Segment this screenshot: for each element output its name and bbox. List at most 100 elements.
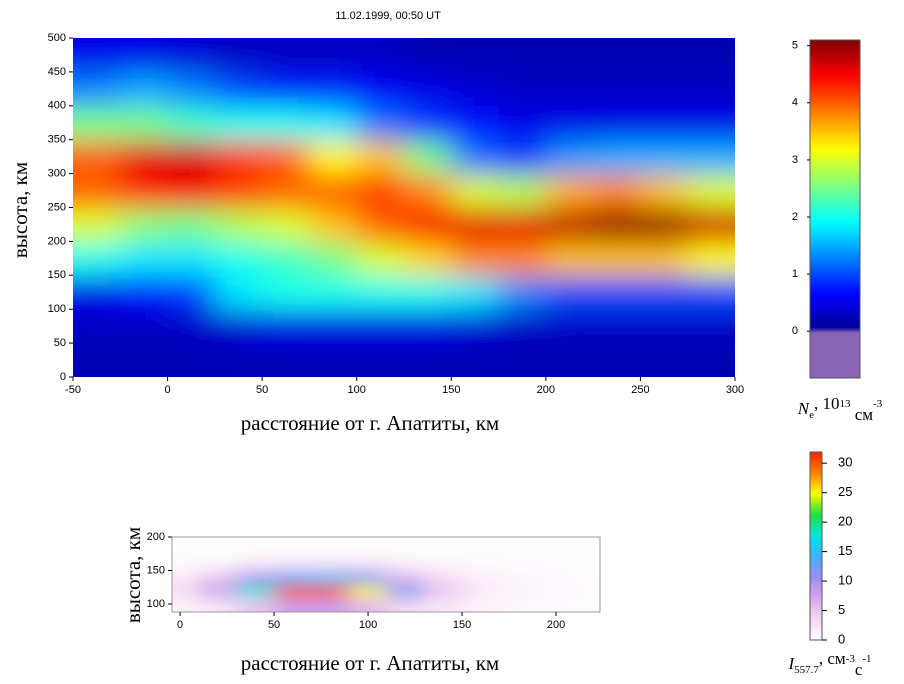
x-tick-label: 300	[726, 384, 744, 396]
heatmap-cell	[499, 557, 539, 572]
heatmap-cell	[198, 570, 238, 585]
heatmap-cell	[640, 241, 689, 277]
heatmap-cell	[262, 139, 311, 175]
heatmap-cell	[498, 38, 547, 73]
heatmap-cell	[167, 343, 216, 377]
heatmap-cell	[386, 557, 426, 572]
heatmap-cell	[404, 275, 453, 311]
heatmap-cell	[73, 241, 122, 277]
x-tick-label: 200	[537, 384, 555, 396]
y-tick-label: 200	[147, 531, 165, 543]
heatmap-cell	[172, 537, 200, 545]
heatmap-cell	[356, 139, 405, 175]
heatmap-cell	[120, 105, 169, 141]
x-tick-label: -50	[65, 384, 81, 396]
heatmap-cell	[386, 597, 426, 612]
heatmap-cell	[574, 557, 600, 572]
heatmap-cell	[120, 71, 169, 107]
heatmap-cell	[424, 597, 464, 612]
y-tick-label: 50	[54, 337, 66, 349]
heatmap-cell	[640, 343, 689, 377]
y-axis-label: высота, км	[121, 527, 145, 623]
heatmap-cell	[262, 207, 311, 243]
heatmap-cell	[309, 139, 358, 175]
heatmap-cell	[167, 207, 216, 243]
heatmap-cell	[424, 570, 464, 585]
colorbar	[809, 39, 861, 379]
heatmap-cell	[167, 71, 216, 107]
heatmap-cell	[687, 241, 735, 277]
heatmap-cell	[498, 275, 547, 311]
plot-frame	[171, 536, 601, 613]
colorbar-tick-label: 20	[838, 514, 852, 529]
heatmap-cell	[309, 38, 358, 73]
heatmap-cell	[687, 309, 735, 345]
heatmap-cell	[214, 207, 264, 243]
heatmap-cell	[274, 583, 313, 599]
heatmap-cell	[73, 343, 122, 377]
heatmap-cell	[574, 583, 600, 599]
heatmap-cell	[537, 557, 576, 572]
chart-title: 11.02.1999, 00:50 UT	[335, 10, 441, 22]
heatmap-cell	[167, 173, 216, 209]
heatmap-cell	[262, 105, 311, 141]
heatmap-cell	[687, 71, 735, 107]
heatmap-cell	[499, 583, 539, 599]
heatmap-cells	[172, 537, 600, 612]
heatmap-cell	[498, 207, 547, 243]
heatmap-cell	[236, 557, 276, 572]
heatmap-cell	[545, 139, 595, 175]
heatmap-cell	[498, 241, 547, 277]
x-tick-label: 0	[165, 384, 171, 396]
heatmap-cell	[349, 543, 388, 559]
heatmap-cell	[545, 241, 595, 277]
heatmap-cell	[274, 570, 313, 585]
heatmap-cell	[236, 583, 276, 599]
heatmap	[73, 38, 735, 377]
heatmap-cell	[309, 309, 358, 345]
colorbar-tick-label: 2	[792, 211, 798, 223]
y-axis-label: высота, км	[8, 162, 32, 258]
heatmap-cell	[545, 38, 595, 73]
heatmap-cell	[404, 309, 453, 345]
colorbar-label-part: , 10	[814, 394, 840, 413]
heatmap-cell	[687, 207, 735, 243]
heatmap-cell	[451, 173, 500, 209]
heatmap-cell	[73, 173, 122, 209]
heatmap-cell	[214, 139, 264, 175]
heatmap-cell	[214, 38, 264, 73]
heatmap-cell	[424, 537, 464, 545]
heatmap-cell	[309, 207, 358, 243]
heatmap-cell	[311, 537, 351, 545]
heatmap-cell	[499, 570, 539, 585]
x-tick-label: 100	[359, 619, 377, 631]
x-axis-label: расстояние от г. Апатиты, км	[241, 651, 499, 675]
x-tick-label: 200	[547, 619, 565, 631]
heatmap-cell	[274, 537, 313, 545]
heatmap-cell	[172, 557, 200, 572]
colorbar-tick-label: 0	[838, 631, 845, 646]
heatmap-cell	[349, 570, 388, 585]
heatmap-cell	[498, 309, 547, 345]
heatmap-cell	[451, 207, 500, 243]
colorbar-label: I557.7, см-3с-1	[787, 649, 871, 679]
colorbar-label-part: -1	[862, 653, 871, 665]
heatmap-cell	[167, 139, 216, 175]
y-tick-label: 400	[48, 100, 66, 112]
x-tick-label: 250	[631, 384, 649, 396]
heatmap-cell	[404, 207, 453, 243]
heatmap-cell	[198, 557, 238, 572]
heatmap-cell	[593, 38, 642, 73]
heatmap-cell	[73, 309, 122, 345]
colorbar-label: Ne, 1013 см-3	[797, 394, 883, 424]
heatmap-cell	[198, 543, 238, 559]
heatmap-cell	[73, 207, 122, 243]
colorbar-label-part: N	[797, 399, 811, 418]
heatmap-cell	[309, 241, 358, 277]
colorbar-tick-label: 4	[792, 97, 798, 109]
heatmap-cell	[349, 537, 388, 545]
heatmap-cell	[404, 343, 453, 377]
heatmap-cell	[262, 241, 311, 277]
heatmap-cell	[198, 537, 238, 545]
heatmap-cell	[640, 275, 689, 311]
